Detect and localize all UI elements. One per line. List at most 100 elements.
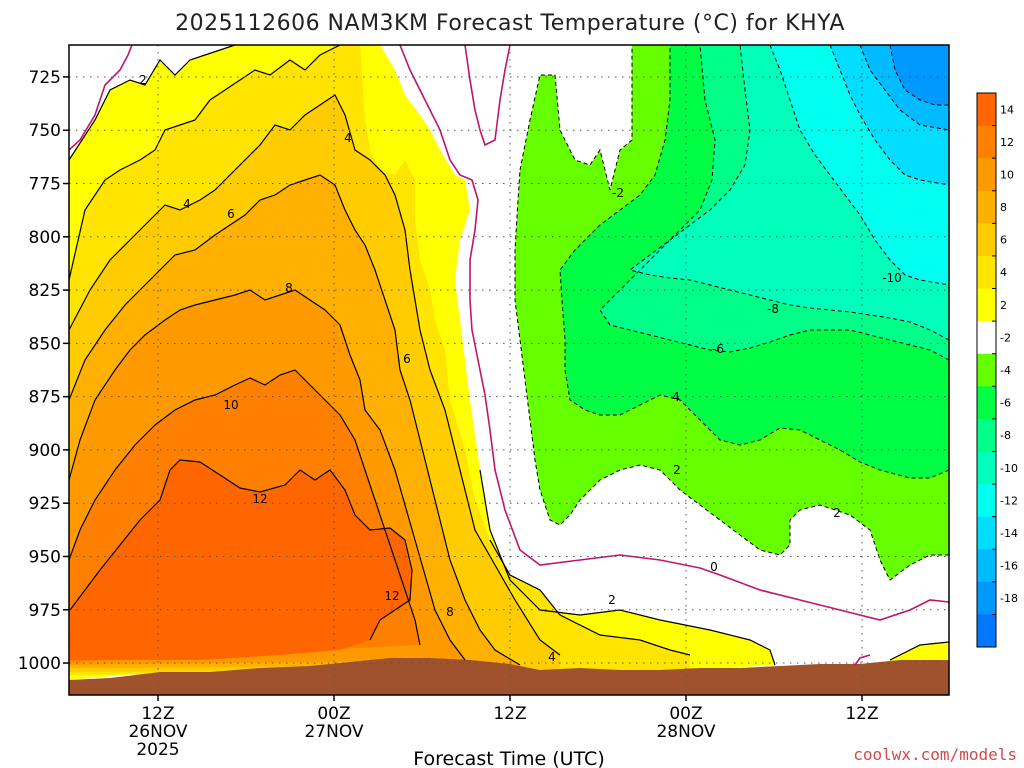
contour-6 (69, 94, 561, 656)
contour-minus-14 (859, 45, 949, 131)
colorbar-swatch (977, 418, 996, 452)
colorbar-swatch (977, 516, 996, 550)
y-tick-label: 725 (29, 68, 61, 88)
colorbar-label: -8 (1000, 429, 1011, 442)
y-tick-label: 975 (29, 601, 61, 621)
colorbar-label: 14 (1000, 103, 1014, 116)
colorbar: 14 12 10 8 6 4 2 -2 -4 -6 -8 -10 -12 -14 -16 -18 (976, 92, 1018, 648)
contour-minus-8 (628, 45, 949, 341)
contour-minus-10 (769, 45, 949, 286)
cold-region-minus-16-minus-18 (890, 45, 949, 105)
contour-label: -8 (767, 302, 779, 316)
colorbar-frame (976, 92, 997, 648)
contour-12 (69, 369, 421, 646)
x-tick-label: 26NOV (128, 722, 187, 742)
colorbar-swatch (977, 288, 996, 322)
colorbar-swatch (977, 549, 996, 583)
chart-title: 2025112606 NAM3KM Forecast Temperature (… (175, 11, 845, 36)
contour-minus-6 (599, 45, 949, 361)
colorbar-label: -2 (1000, 331, 1011, 344)
y-tick-label: 1000 (18, 654, 61, 674)
contour-minus-4 (559, 45, 949, 479)
zero-contour-main (399, 45, 949, 621)
contour-label: 6 (403, 352, 411, 366)
colorbar-label: 12 (1000, 136, 1014, 149)
contour-label: 8 (285, 281, 293, 295)
contour-8 (69, 174, 521, 666)
y-tick-label: 800 (29, 228, 61, 248)
x-tick-label: 27NOV (304, 722, 363, 742)
colorbar-label: -10 (1000, 462, 1018, 475)
colorbar-label: -6 (1000, 397, 1011, 410)
x-tick-label: 28NOV (656, 722, 715, 742)
contour-label: 4 (672, 390, 680, 404)
y-tick-label: 750 (29, 121, 61, 141)
y-tick-label: 875 (29, 388, 61, 408)
colorbar-swatch (977, 451, 996, 485)
colorbar-label: -18 (1000, 592, 1018, 605)
y-axis: 725 750 775 800 825 850 875 900 925 950 975 1000 (18, 68, 69, 674)
colorbar-label: 4 (1000, 266, 1007, 279)
y-tick-label: 925 (29, 494, 61, 514)
colorbar-label: 6 (1000, 234, 1007, 247)
contour-label: 4 (344, 131, 352, 145)
contour-label: -2 (612, 186, 624, 200)
contour-4-lower (489, 539, 691, 656)
x-tick-label: 12Z (141, 704, 174, 724)
plot-frame (68, 44, 950, 696)
colorbar-label: 8 (1000, 201, 1007, 214)
contour-2-end (889, 641, 949, 661)
contour-label: 2 (833, 506, 841, 520)
contour-label: 2 (139, 73, 147, 87)
colorbar-swatch (977, 93, 996, 127)
colorbar-swatch (977, 321, 996, 355)
contour-label: 4 (548, 650, 556, 664)
colorbar-swatch (977, 614, 996, 648)
contour-label: 8 (446, 605, 454, 619)
colorbar-swatch (977, 386, 996, 420)
contour-label: 10 (223, 398, 238, 412)
zero-contour-lower (854, 654, 871, 666)
colorbar-label: -16 (1000, 560, 1018, 573)
contour-minus-2-lower (514, 169, 949, 581)
positive-contours (69, 45, 949, 666)
ground-terrain (69, 658, 949, 695)
colorbar-swatch (977, 255, 996, 290)
colorbar-label: -12 (1000, 494, 1018, 507)
temperature-field: 2 4 6 8 10 12 4 6 12 8 4 2 0 2 2 4 -2 -6 -8 -10 (69, 45, 949, 695)
y-tick-label: 950 (29, 547, 61, 567)
x-tick-label: 12Z (493, 704, 526, 724)
colorbar-swatch (977, 353, 996, 387)
x-tick-label: 2025 (136, 740, 179, 760)
warm-region-end-2-4 (890, 642, 949, 665)
contour-labels: 2 4 6 8 10 12 4 6 12 8 4 2 0 2 2 4 -2 -6 -8 -10 (139, 73, 902, 664)
contour-label: 2 (608, 593, 616, 607)
contour-label: -6 (712, 342, 724, 356)
x-tick-label: 12Z (845, 704, 878, 724)
contour-4 (69, 45, 341, 281)
contour-10 (69, 289, 466, 661)
colorbar-swatch (977, 581, 996, 615)
colorbar-label: -4 (1000, 364, 1011, 377)
colorbar-swatch (977, 125, 996, 159)
contour-minus-12 (829, 45, 949, 186)
colorbar-swatch (977, 190, 996, 224)
contour-label: -10 (882, 271, 902, 285)
zero-contour-upper (464, 45, 511, 147)
y-tick-label: 825 (29, 281, 61, 301)
x-axis-title: Forecast Time (UTC) (413, 748, 604, 768)
colorbar-swatch (977, 158, 996, 192)
contour-minus-16 (889, 45, 949, 106)
x-tick-label: 00Z (669, 704, 702, 724)
y-tick-label: 850 (29, 334, 61, 354)
colorbar-label: 2 (1000, 299, 1007, 312)
credit-text: coolwx.com/models (853, 745, 1017, 764)
zero-contour-left (69, 45, 133, 151)
contour-label: 4 (183, 197, 191, 211)
y-tick-label: 775 (29, 175, 61, 195)
colorbar-label: -14 (1000, 527, 1018, 540)
contour-label: 6 (227, 207, 235, 221)
contour-2 (69, 45, 236, 161)
